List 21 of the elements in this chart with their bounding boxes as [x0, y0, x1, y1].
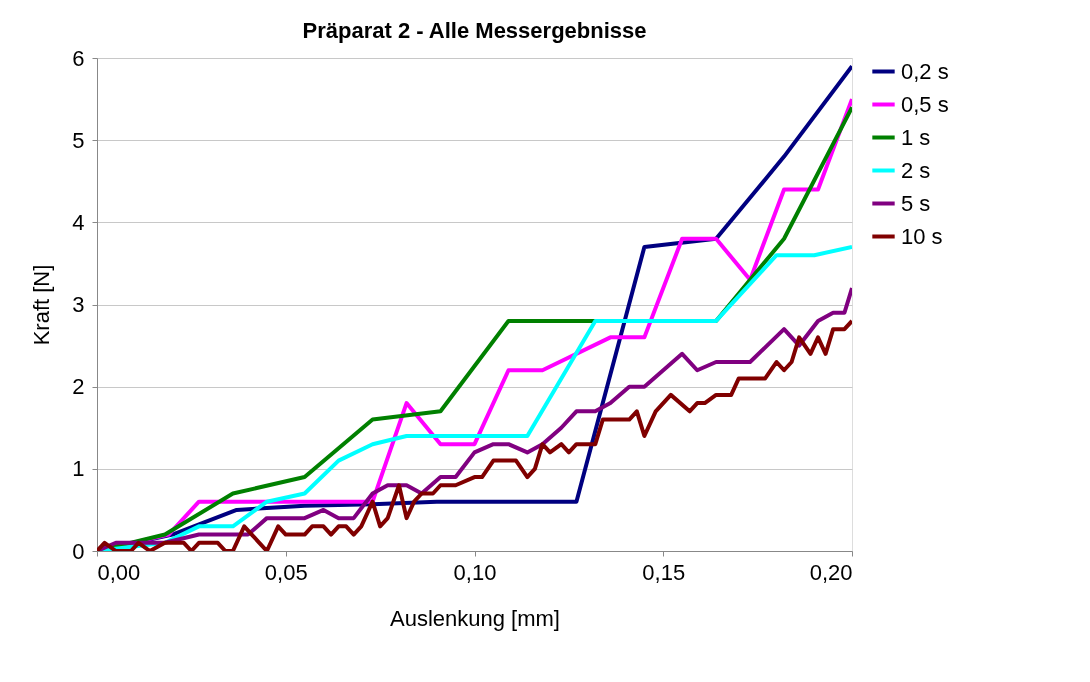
x-tick-label: 0,20: [809, 559, 853, 585]
legend-label: 2 s: [901, 157, 931, 183]
y-tick-label: 6: [72, 45, 85, 71]
y-tick-label: 2: [72, 374, 85, 400]
x-tick-label: 0,15: [642, 559, 686, 585]
y-tick-label: 5: [72, 127, 85, 153]
x-tick-label: 0,10: [453, 559, 497, 585]
x-tick-label: 0,00: [97, 559, 141, 585]
y-tick-label: 1: [72, 456, 85, 482]
x-axis-title: Auslenkung [mm]: [390, 605, 560, 631]
y-axis-title: Kraft [N]: [29, 264, 55, 346]
legend-label: 1 s: [901, 124, 931, 150]
y-tick-label: 4: [72, 209, 85, 235]
y-tick-label: 0: [72, 538, 85, 564]
chart-title: Präparat 2 - Alle Messergebnisse: [302, 18, 647, 43]
x-tick-label: 0,05: [264, 559, 308, 585]
y-tick-label: 3: [72, 292, 85, 317]
legend-label: 0,2 s: [901, 58, 949, 84]
legend-label: 5 s: [901, 190, 931, 216]
legend-label: 0,5 s: [901, 91, 949, 117]
legend-label: 10 s: [901, 223, 943, 249]
